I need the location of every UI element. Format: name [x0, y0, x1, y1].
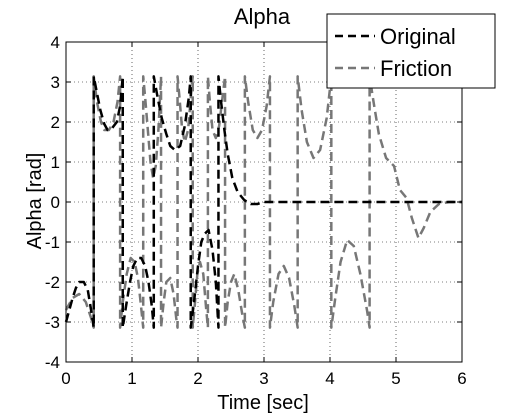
y-tick-label: 2 [51, 113, 60, 132]
chart-title: Alpha [234, 4, 291, 29]
y-tick-label: 3 [51, 73, 60, 92]
x-tick-label: 2 [193, 369, 202, 388]
y-tick-label: -1 [45, 233, 60, 252]
x-tick-label: 3 [259, 369, 268, 388]
series-line-original [64, 75, 462, 329]
series-layer [64, 75, 462, 329]
x-tick-label: 1 [127, 369, 136, 388]
legend-label-friction: Friction [380, 56, 452, 81]
y-tick-label: -2 [45, 273, 60, 292]
series-line-friction [64, 75, 462, 329]
y-tick-label: 4 [51, 33, 60, 52]
tick-labels: 0 1 2 3 4 5 6 4 3 2 1 0 -1 -2 -3 -4 [45, 33, 467, 388]
x-tick-label: 5 [391, 369, 400, 388]
y-tick-label: -3 [45, 313, 60, 332]
x-tick-label: 6 [457, 369, 466, 388]
y-tick-label: 0 [51, 193, 60, 212]
y-tick-label: 1 [51, 153, 60, 172]
x-tick-label: 4 [325, 369, 334, 388]
legend: Original Friction [326, 13, 496, 89]
x-axis-label: Time [sec] [217, 392, 309, 414]
x-tick-label: 0 [61, 369, 70, 388]
legend-label-original: Original [380, 24, 456, 49]
y-tick-label: -4 [45, 353, 60, 372]
legend-box [326, 13, 496, 89]
y-axis-label: Alpha [rad] [24, 153, 46, 250]
